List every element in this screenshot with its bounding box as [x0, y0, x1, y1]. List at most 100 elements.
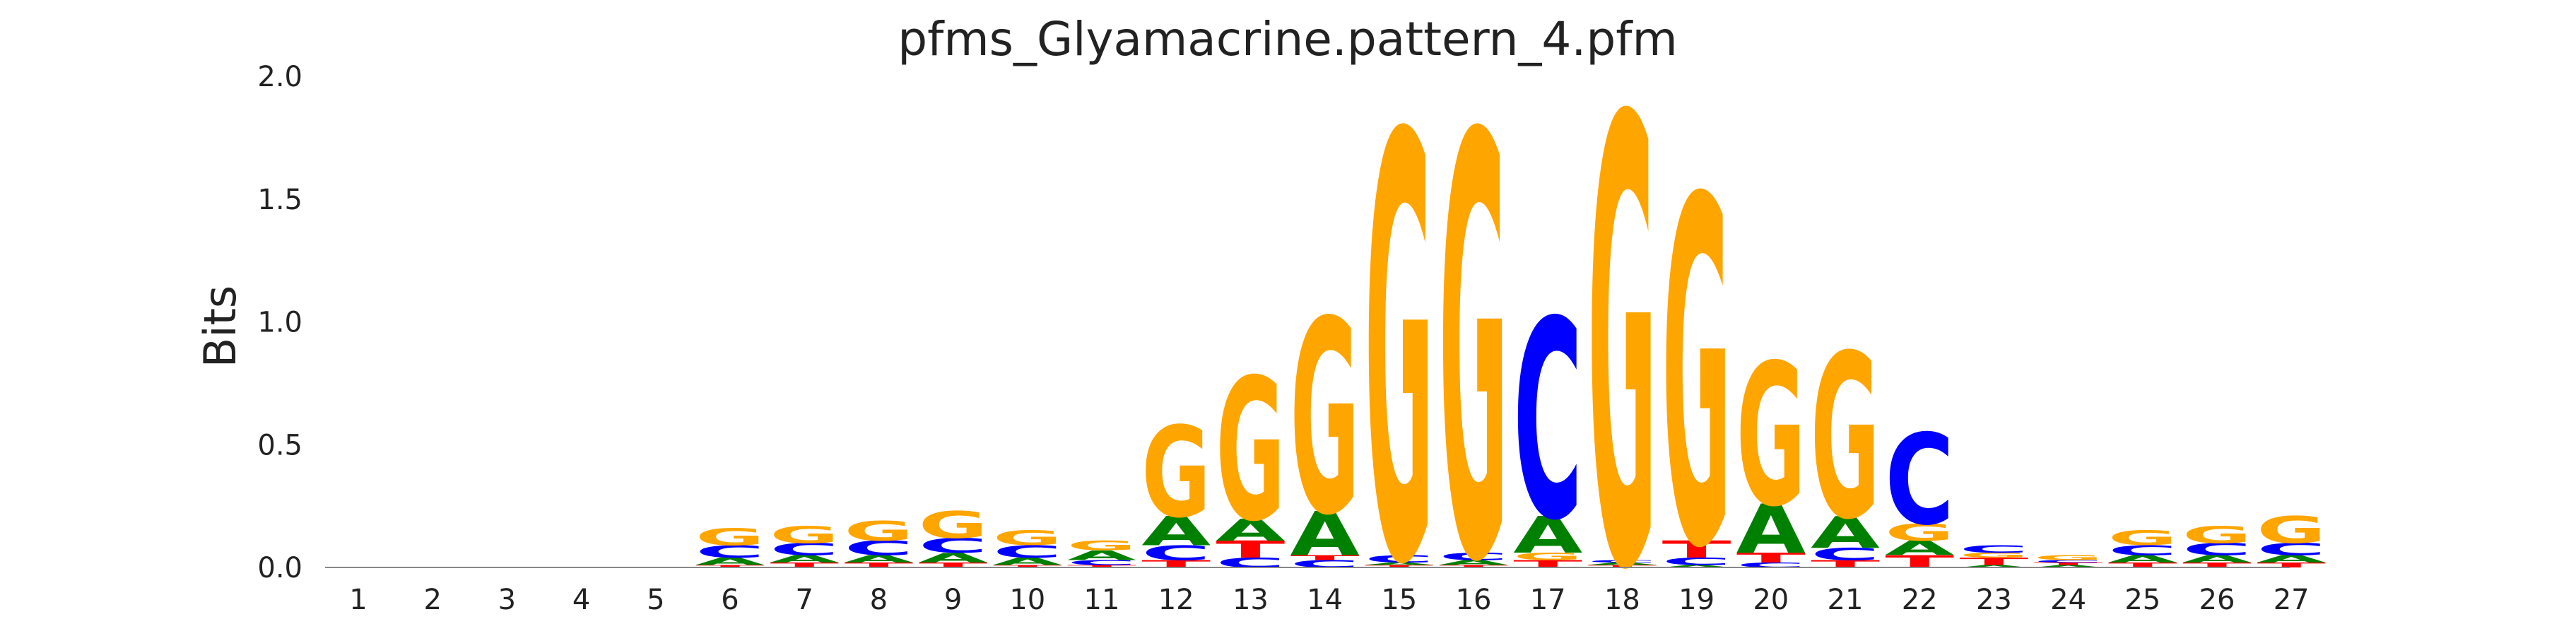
- logo-letter-g: G: [1067, 538, 1136, 553]
- logo-letter-a: A: [1439, 559, 1509, 567]
- x-tick-label: 4: [572, 584, 590, 616]
- logo-letter-a: A: [1513, 507, 1583, 565]
- x-tick-label: 1: [349, 584, 367, 616]
- x-tick-label: 19: [1678, 584, 1715, 616]
- logo-letter-g: G: [919, 503, 988, 546]
- logo-letter-g: G: [844, 516, 913, 547]
- x-axis-ticks: 1 2 3 4 5 6 7 8 9 10 11 12 13 14 15 16 17 18 19 20 21 22 23 24 2…: [349, 584, 2309, 616]
- logo-letter-a: A: [1662, 565, 1731, 569]
- logo-letter-t: T: [1216, 536, 1285, 563]
- logo-letter-c: C: [993, 542, 1062, 562]
- x-tick-label: 22: [1902, 584, 1938, 616]
- logo-letter-t: T: [1662, 536, 1731, 563]
- x-tick-label: 11: [1084, 584, 1120, 616]
- y-axis-label: Bits: [194, 285, 246, 367]
- logo-letter-g: G: [1885, 519, 1954, 546]
- logo-letter-t: T: [2108, 561, 2177, 569]
- logo-letter-c: C: [1439, 550, 1508, 563]
- logo-letter-g: G: [1216, 338, 1285, 565]
- logo-letter-c: C: [1067, 559, 1136, 567]
- x-tick-label: 5: [647, 584, 664, 616]
- y-tick-label: 1.5: [257, 184, 302, 216]
- x-tick-label: 16: [1456, 584, 1492, 616]
- logo-letter-c: C: [1811, 544, 1880, 564]
- logo-letter-a: A: [2182, 553, 2252, 565]
- logo-letter-a: A: [1959, 565, 2028, 569]
- logo-letter-t: T: [1885, 552, 1954, 572]
- logo-letter-t: T: [2257, 561, 2326, 569]
- logo-letter-c: C: [695, 542, 765, 562]
- x-tick-label: 2: [423, 584, 441, 616]
- logo-letter-c: C: [1513, 264, 1582, 581]
- y-tick-label: 1.0: [257, 307, 302, 339]
- y-axis-ticks: 0.0 0.5 1.0 1.5 2.0: [257, 61, 302, 584]
- logo-letter-t: T: [695, 565, 765, 569]
- logo-letter-g: G: [1513, 550, 1582, 563]
- chart-title: pfms_Glyamacrine.pattern_4.pfm: [898, 12, 1678, 66]
- logo-letter-g: G: [2108, 526, 2177, 550]
- logo-letter-a: A: [2257, 553, 2326, 565]
- logo-letter-c: C: [1141, 541, 1211, 565]
- logo-letter-a: A: [2108, 553, 2177, 565]
- logo-letter-a: A: [695, 555, 765, 567]
- x-tick-label: 10: [1009, 584, 1045, 616]
- x-tick-label: 8: [870, 584, 888, 616]
- logo-letter-g: G: [1290, 264, 1360, 574]
- logo-letter-g: G: [1141, 401, 1211, 546]
- logo-letter-c: C: [2034, 560, 2103, 564]
- logo-letter-g: G: [1959, 551, 2028, 559]
- x-tick-label: 23: [1976, 584, 2012, 616]
- logo-letter-g: G: [2182, 521, 2252, 548]
- logo-letter-g: G: [1439, 16, 1508, 636]
- x-tick-label: 7: [795, 584, 813, 616]
- logo-letter-a: A: [1811, 508, 1880, 558]
- y-tick-label: 0.5: [257, 429, 302, 461]
- logo-letter-a: A: [1736, 491, 1806, 569]
- logo-letter-g: G: [2034, 554, 2103, 562]
- logo-letter-a: A: [2034, 565, 2103, 569]
- logo-letter-t: T: [919, 561, 988, 569]
- logo-letter-g: G: [1365, 15, 1434, 636]
- logo-letter-c: C: [1587, 560, 1657, 564]
- y-tick-label: 2.0: [257, 61, 302, 93]
- logo-letter-c: C: [1736, 561, 1806, 569]
- logo-letter-a: A: [1885, 536, 1954, 560]
- logo-letter-t: T: [1587, 565, 1657, 569]
- logo-letter-t: T: [993, 565, 1062, 569]
- x-tick-label: 12: [1158, 584, 1194, 616]
- logo-letter-a: A: [1067, 548, 1136, 563]
- x-tick-label: 13: [1233, 584, 1269, 616]
- logo-letter-a: A: [1216, 512, 1285, 548]
- logo-letter-t: T: [1959, 555, 2029, 567]
- x-tick-label: 25: [2124, 584, 2160, 616]
- logo-letter-t: T: [1736, 550, 1806, 566]
- logo-letter-t: T: [2182, 561, 2252, 569]
- x-tick-label: 6: [721, 584, 739, 616]
- logo-letter-a: A: [919, 550, 988, 566]
- logo-letter-c: C: [919, 534, 988, 558]
- logo-letter-g: G: [2257, 508, 2326, 551]
- x-tick-label: 21: [1828, 584, 1864, 616]
- x-tick-label: 18: [1604, 584, 1640, 616]
- y-tick-label: 0.0: [257, 552, 302, 584]
- logo-letter-c: C: [770, 540, 839, 560]
- x-tick-label: 20: [1753, 584, 1789, 616]
- x-tick-label: 3: [498, 584, 516, 616]
- x-tick-label: 14: [1307, 584, 1343, 616]
- x-tick-label: 9: [944, 584, 962, 616]
- logo-letter-a: A: [770, 553, 839, 565]
- logo-letter-c: C: [1959, 543, 2028, 555]
- x-tick-label: 15: [1381, 584, 1417, 616]
- logo-letter-c: C: [1885, 408, 1954, 553]
- logo-letter-c: C: [2257, 540, 2326, 560]
- logo-letter-c: C: [844, 536, 913, 560]
- logo-letter-a: A: [844, 553, 913, 565]
- x-tick-label: 26: [2199, 584, 2235, 616]
- x-tick-label: 17: [1530, 584, 1566, 616]
- logo-letter-a: A: [993, 555, 1062, 567]
- logo-letter-a: A: [1290, 500, 1360, 570]
- logo-letter-a: A: [1365, 562, 1434, 566]
- logo-letter-c: C: [1662, 555, 1731, 567]
